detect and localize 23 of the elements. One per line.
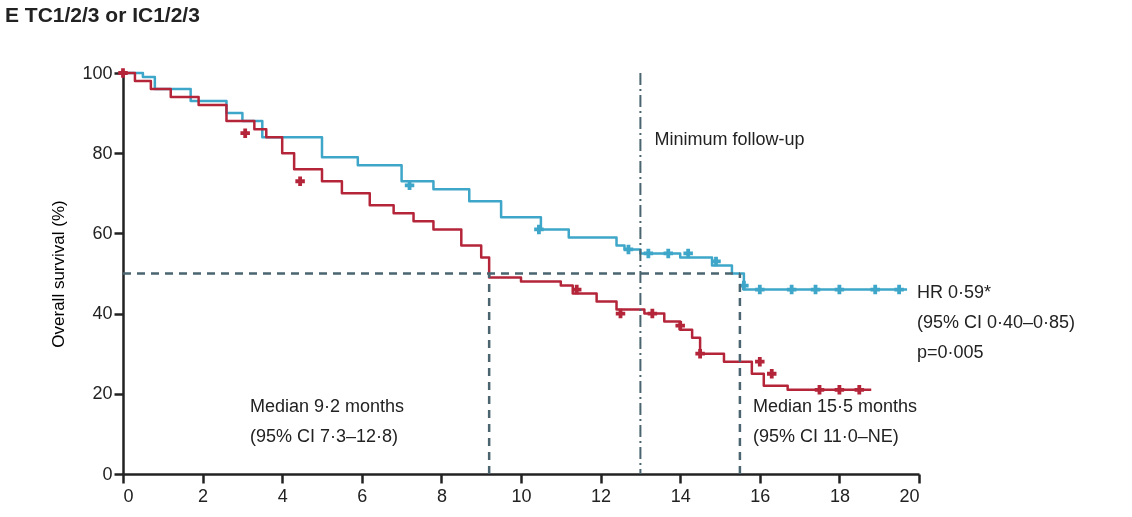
y-tick-label: 40 [92, 303, 113, 324]
ref-line-label: Minimum follow-up [654, 129, 805, 149]
y-tick-label: 0 [102, 463, 113, 484]
y-tick-label: 60 [92, 222, 113, 243]
x-tick-label: 0 [123, 485, 134, 506]
chart-title: E TC1/2/3 or IC1/2/3 [4, 3, 200, 26]
y-tick-label: 100 [82, 62, 113, 83]
annotation: HR 0·59* (95% CI 0·40–0·85) p=0·005 [917, 282, 1076, 362]
x-tick-label: 14 [670, 485, 691, 506]
x-tick-label: 2 [198, 485, 209, 506]
y-tick-label: 80 [92, 142, 113, 163]
x-tick-label: 6 [357, 485, 368, 506]
x-tick-label: 10 [511, 485, 532, 506]
x-tick-label: 16 [750, 485, 771, 506]
x-tick-label: 12 [591, 485, 612, 506]
x-tick-label: 4 [277, 485, 288, 506]
annotation: Median 9·2 months (95% CI 7·3–12·8) [250, 396, 405, 446]
x-tick-label: 18 [829, 485, 850, 506]
y-axis-title: Overall survival (%) [49, 200, 69, 348]
x-tick-label: 20 [899, 485, 920, 506]
annotation: Median 15·5 months (95% CI 11·0–NE) [753, 396, 918, 446]
x-tick-label: 8 [436, 485, 447, 506]
y-tick-label: 20 [92, 383, 113, 404]
